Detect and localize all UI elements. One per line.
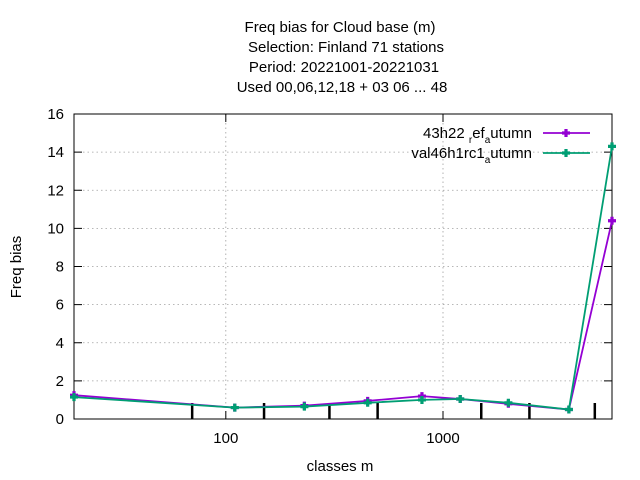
data-point	[300, 402, 309, 411]
data-point	[456, 394, 465, 403]
series-group	[70, 142, 616, 414]
data-point	[608, 142, 616, 151]
legend-marker	[562, 149, 570, 157]
title-line-2: Selection: Finland 71 stations	[248, 39, 444, 56]
data-point	[70, 393, 78, 402]
series-line	[73, 146, 613, 411]
y-tick-labels: 0 2 4 6 8 10 12 14 16	[47, 106, 64, 428]
y-tick-label: 0	[56, 411, 64, 428]
x-axis-label: classes m	[307, 458, 374, 475]
data-point	[608, 216, 616, 225]
y-tick-label: 6	[56, 297, 64, 314]
chart-title: Freq bias for Cloud base (m) Selection: …	[237, 19, 448, 96]
x-tick-labels: 100 1000	[213, 430, 459, 447]
y-tick-label: 16	[47, 106, 64, 123]
y-tick-label: 14	[47, 144, 64, 161]
y-tick-label: 10	[47, 220, 64, 237]
legend-label: val46h1rc1autumn	[411, 145, 532, 166]
plot-frame	[73, 113, 613, 420]
legend-marker	[562, 129, 570, 137]
y-tick-label: 12	[47, 182, 64, 199]
y-tick-label: 2	[56, 373, 64, 390]
x-tick-label: 100	[213, 430, 238, 447]
data-point	[504, 398, 513, 407]
data-point	[417, 395, 426, 404]
x-tick-label: 1000	[426, 430, 459, 447]
legend-entry-1: 43h22 refautumn	[423, 125, 590, 146]
series-2	[70, 142, 616, 414]
series-line	[73, 220, 613, 411]
y-tick-label: 4	[56, 335, 64, 352]
title-line-1: Freq bias for Cloud base (m)	[245, 19, 436, 36]
y-tick-label: 8	[56, 259, 64, 276]
data-point	[363, 398, 372, 407]
data-point	[230, 403, 239, 412]
data-point	[564, 405, 573, 414]
legend-label: 43h22 refautumn	[423, 125, 532, 146]
y-axis-label: Freq bias	[8, 236, 25, 299]
legend-entry-2: val46h1rc1autumn	[411, 145, 590, 166]
series-1	[70, 216, 616, 414]
title-line-3: Period: 20221001-20221031	[249, 59, 439, 76]
title-line-4: Used 00,06,12,18 + 03 06 ... 48	[237, 79, 448, 96]
